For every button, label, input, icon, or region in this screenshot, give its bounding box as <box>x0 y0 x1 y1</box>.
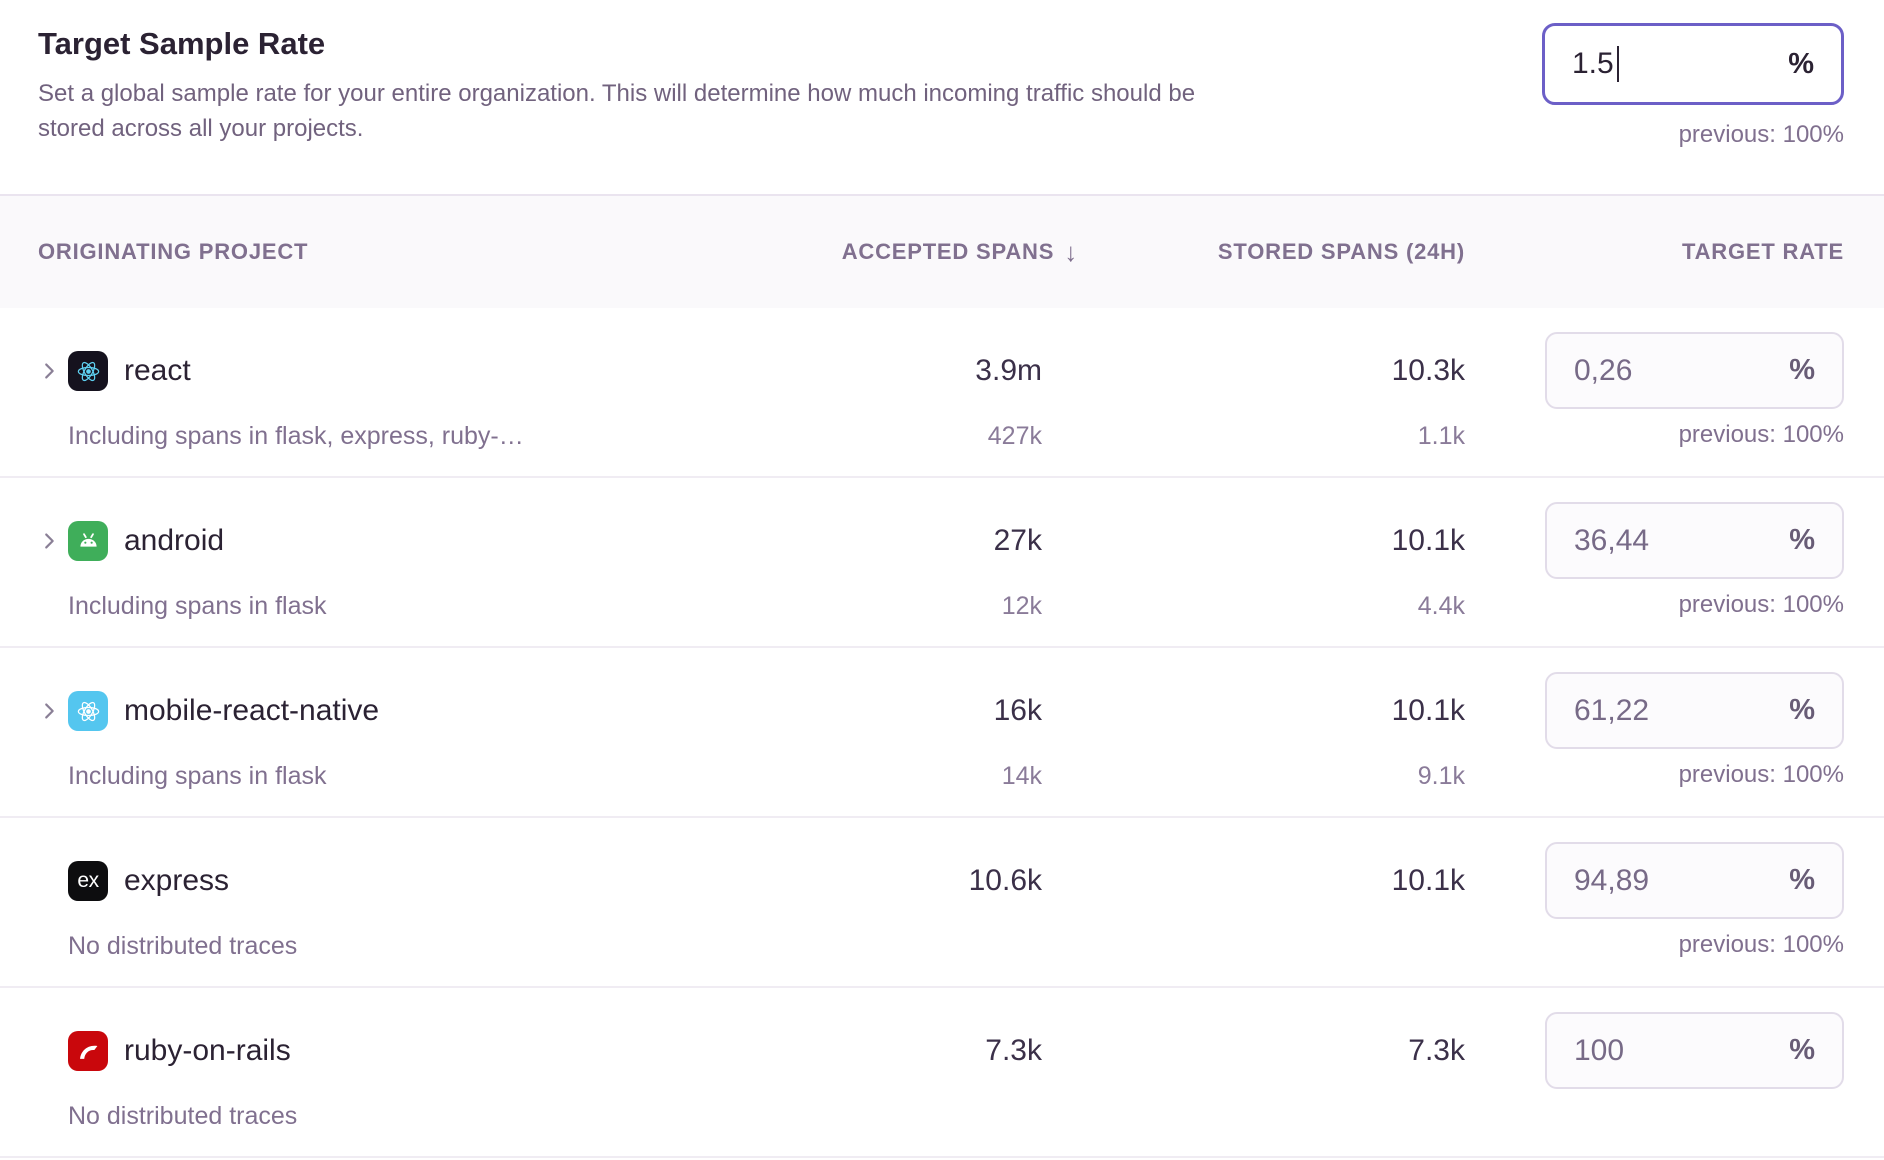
project-rate-input[interactable]: 0,26 % <box>1545 332 1844 409</box>
global-sample-rate-input[interactable]: 1.5 % <box>1542 23 1844 105</box>
global-previous-rate-label: previous: 100% <box>1678 121 1844 148</box>
page-title: Target Sample Rate <box>38 26 326 61</box>
project-name[interactable]: ruby-on-rails <box>124 1034 291 1067</box>
express-platform-icon: ex <box>68 861 108 901</box>
global-sample-rate-value: 1.5 <box>1572 47 1614 80</box>
project-name[interactable]: mobile-react-native <box>124 694 380 727</box>
percent-suffix: % <box>1789 354 1815 386</box>
table-row: ruby-on-rails No distributed traces 7.3k… <box>0 988 1884 1158</box>
accepted-spans-value: 27k <box>993 524 1042 557</box>
project-subtext: Including spans in flask <box>68 762 327 790</box>
accepted-spans-subvalue: 427k <box>987 422 1042 450</box>
react-native-platform-icon <box>68 691 108 731</box>
accepted-spans-value: 3.9m <box>975 354 1042 387</box>
sample-rate-header-section: Target Sample Rate Set a global sample r… <box>0 0 1884 196</box>
table-row: ex express No distributed traces 10.6k 1… <box>0 818 1884 988</box>
percent-suffix: % <box>1789 1034 1815 1066</box>
project-name[interactable]: react <box>124 354 191 387</box>
percent-suffix: % <box>1788 47 1814 80</box>
column-header-target-rate: TARGET RATE <box>1682 239 1844 264</box>
column-header-originating-project: ORIGINATING PROJECT <box>38 239 309 264</box>
accepted-spans-value: 16k <box>993 694 1042 727</box>
stored-spans-value: 10.1k <box>1391 864 1465 897</box>
stored-spans-value: 7.3k <box>1408 1034 1465 1067</box>
table-row: mobile-react-native Including spans in f… <box>0 648 1884 818</box>
project-rate-input[interactable]: 94,89 % <box>1545 842 1844 919</box>
table-row: react Including spans in flask, express,… <box>0 308 1884 478</box>
react-platform-icon <box>68 351 108 391</box>
percent-suffix: % <box>1789 694 1815 726</box>
stored-spans-subvalue: 9.1k <box>1417 762 1465 790</box>
accepted-spans-subvalue <box>862 1101 1042 1131</box>
stored-spans-value: 10.1k <box>1391 694 1465 727</box>
project-name[interactable]: android <box>124 524 225 557</box>
rails-platform-icon <box>68 1031 108 1071</box>
page-description: Set a global sample rate for your entire… <box>38 80 1196 142</box>
project-name[interactable]: express <box>124 864 230 897</box>
percent-suffix: % <box>1789 524 1815 556</box>
project-subtext: Including spans in flask, express, ruby-… <box>68 422 524 450</box>
previous-rate-label: previous: 100% <box>1678 931 1844 958</box>
accepted-spans-value: 7.3k <box>985 1034 1042 1067</box>
text-cursor <box>1616 46 1619 82</box>
accepted-spans-subvalue: 12k <box>1001 592 1042 620</box>
expand-chevron-icon[interactable] <box>38 360 60 382</box>
stored-spans-subvalue <box>1042 931 1465 961</box>
stored-spans-value: 10.3k <box>1391 354 1465 387</box>
stored-spans-subvalue <box>1042 1101 1465 1131</box>
stored-spans-subvalue: 1.1k <box>1417 422 1465 450</box>
project-subtext: No distributed traces <box>68 1102 298 1130</box>
project-subtext: No distributed traces <box>68 932 298 960</box>
project-rate-input[interactable]: 36,44 % <box>1545 502 1844 579</box>
accepted-spans-value: 10.6k <box>968 864 1042 897</box>
project-rate-input[interactable]: 61,22 % <box>1545 672 1844 749</box>
percent-suffix: % <box>1789 864 1815 896</box>
accepted-spans-subvalue <box>862 931 1042 961</box>
project-subtext: Including spans in flask <box>68 592 327 620</box>
stored-spans-value: 10.1k <box>1391 524 1465 557</box>
accepted-spans-subvalue: 14k <box>1001 762 1042 790</box>
table-row: android Including spans in flask 27k 12k… <box>0 478 1884 648</box>
expand-chevron-icon[interactable] <box>38 530 60 552</box>
project-rate-input[interactable]: 100 % <box>1545 1012 1844 1089</box>
previous-rate-label: previous: 100% <box>1678 761 1844 788</box>
column-header-stored-spans: STORED SPANS (24H) <box>1217 239 1465 264</box>
chevron-spacer <box>38 870 60 892</box>
table-header-row: ORIGINATING PROJECT ACCEPTED SPANS ↓ STO… <box>0 196 1884 308</box>
sort-descending-icon: ↓ <box>1064 236 1078 267</box>
previous-rate-label: previous: 100% <box>1678 421 1844 448</box>
expand-chevron-icon[interactable] <box>38 700 60 722</box>
chevron-spacer <box>38 1040 60 1062</box>
android-platform-icon <box>68 521 108 561</box>
previous-rate-label: previous: 100% <box>1678 591 1844 618</box>
stored-spans-subvalue: 4.4k <box>1417 592 1465 620</box>
column-header-accepted-spans[interactable]: ACCEPTED SPANS ↓ <box>841 236 1078 267</box>
